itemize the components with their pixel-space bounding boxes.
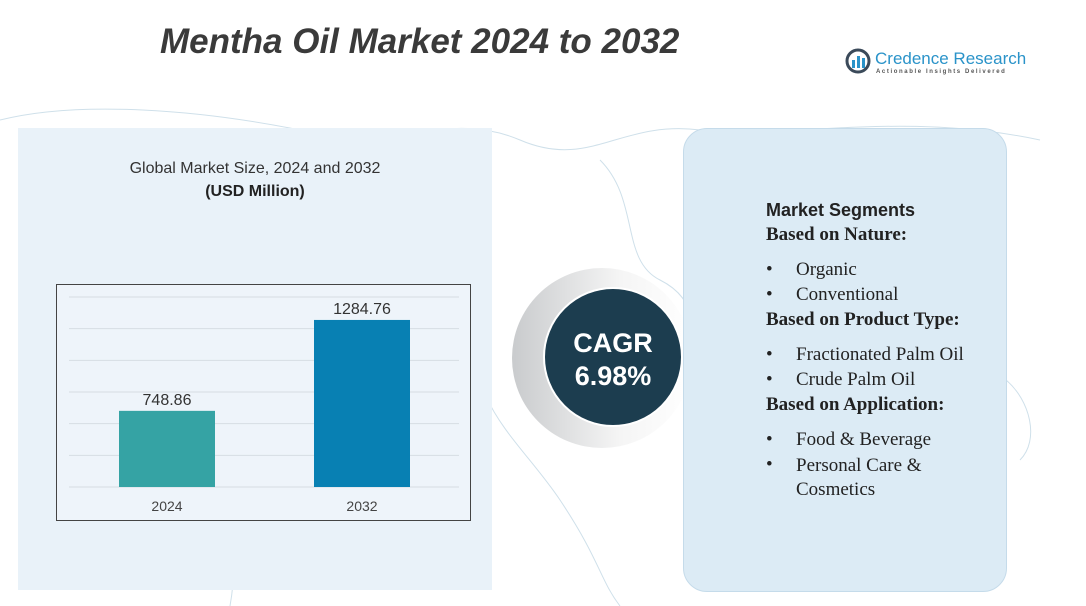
credence-research-logo: Credence Research Actionable Insights De… [845,48,1035,80]
data-label: 1284.76 [333,301,391,318]
bullet-icon: • [766,369,773,390]
segments-panel: Market Segments Based on Nature: • Organ… [683,128,1007,592]
segment-item: Personal Care & Cosmetics [796,455,922,500]
bar-chart-svg: 748.86 2024 1284.76 2032 [69,296,459,514]
segment-item: Food & Beverage [796,429,932,450]
segment-item: Fractionated Palm Oil [796,344,964,365]
logo-tagline: Actionable Insights Delivered [876,69,1007,75]
bullet-icon: • [766,344,773,365]
data-label: 748.86 [143,392,192,409]
segment-item: Conventional [796,284,899,305]
segment-item: Organic [796,259,857,280]
segment-group-title: Based on Product Type: [766,309,960,330]
chart-heading: Global Market Size, 2024 and 2032 [129,160,381,177]
logo-icon [845,48,871,74]
cagr-badge: CAGR 6.98% [543,287,683,427]
bar-chart: 748.86 2024 1284.76 2032 [56,284,471,521]
cagr-label: CAGR [573,328,653,358]
segment-item: Crude Palm Oil [796,369,916,390]
cagr-value: 6.98% [574,361,652,391]
market-size-panel: Global Market Size, 2024 and 2032 (USD M… [18,128,492,590]
logo-name: Credence Research [875,49,1027,68]
bullet-icon: • [766,454,773,475]
bullet-icon: • [766,429,773,450]
x-tick-label: 2032 [346,498,377,514]
bar-2032 [314,319,410,487]
chart-unit: (USD Million) [205,183,305,200]
bar-2024 [119,410,215,487]
bullet-icon: • [766,259,773,280]
page-title: Mentha Oil Market 2024 to 2032 [160,22,680,61]
x-tick-label: 2024 [151,498,182,514]
segment-group-title: Based on Nature: [766,224,908,245]
segments-heading: Market Segments [766,200,916,220]
segment-group-title: Based on Application: [766,394,945,415]
bullet-icon: • [766,284,773,305]
